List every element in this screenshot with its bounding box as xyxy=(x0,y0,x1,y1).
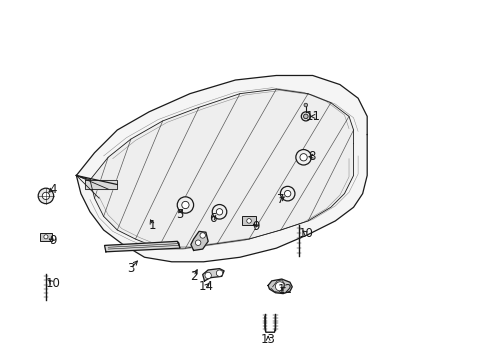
Text: 4: 4 xyxy=(49,183,57,195)
Circle shape xyxy=(216,209,222,215)
Text: 7: 7 xyxy=(277,193,284,206)
Polygon shape xyxy=(267,279,292,294)
Circle shape xyxy=(212,204,226,219)
Circle shape xyxy=(295,149,311,165)
Circle shape xyxy=(177,197,193,213)
Circle shape xyxy=(204,272,211,279)
Polygon shape xyxy=(104,241,180,252)
Circle shape xyxy=(195,240,201,246)
Circle shape xyxy=(246,219,251,223)
Text: 9: 9 xyxy=(252,220,259,233)
Text: 1: 1 xyxy=(149,219,156,232)
Circle shape xyxy=(284,190,290,197)
Text: 5: 5 xyxy=(176,208,183,221)
Bar xyxy=(40,233,52,241)
Circle shape xyxy=(301,112,310,121)
Circle shape xyxy=(42,192,49,199)
Text: 12: 12 xyxy=(277,283,292,297)
Text: 2: 2 xyxy=(189,270,197,283)
Text: 14: 14 xyxy=(198,280,213,293)
Circle shape xyxy=(275,282,284,291)
Circle shape xyxy=(303,114,307,119)
Text: 10: 10 xyxy=(298,227,313,240)
Text: 13: 13 xyxy=(260,333,275,346)
Polygon shape xyxy=(85,180,117,189)
Bar xyxy=(241,216,256,225)
Circle shape xyxy=(200,233,205,238)
Circle shape xyxy=(44,235,48,239)
Polygon shape xyxy=(203,269,224,281)
Circle shape xyxy=(299,154,306,161)
Text: 3: 3 xyxy=(127,262,134,275)
Text: 9: 9 xyxy=(49,234,57,247)
Circle shape xyxy=(280,186,294,201)
Text: 8: 8 xyxy=(307,150,315,163)
Text: 6: 6 xyxy=(208,212,216,225)
Polygon shape xyxy=(190,231,208,251)
Polygon shape xyxy=(76,76,366,262)
Circle shape xyxy=(304,103,307,107)
Text: 10: 10 xyxy=(45,277,60,290)
Circle shape xyxy=(182,201,189,209)
Circle shape xyxy=(38,188,54,204)
Circle shape xyxy=(216,270,222,276)
Polygon shape xyxy=(90,89,353,248)
Text: 11: 11 xyxy=(305,110,321,123)
